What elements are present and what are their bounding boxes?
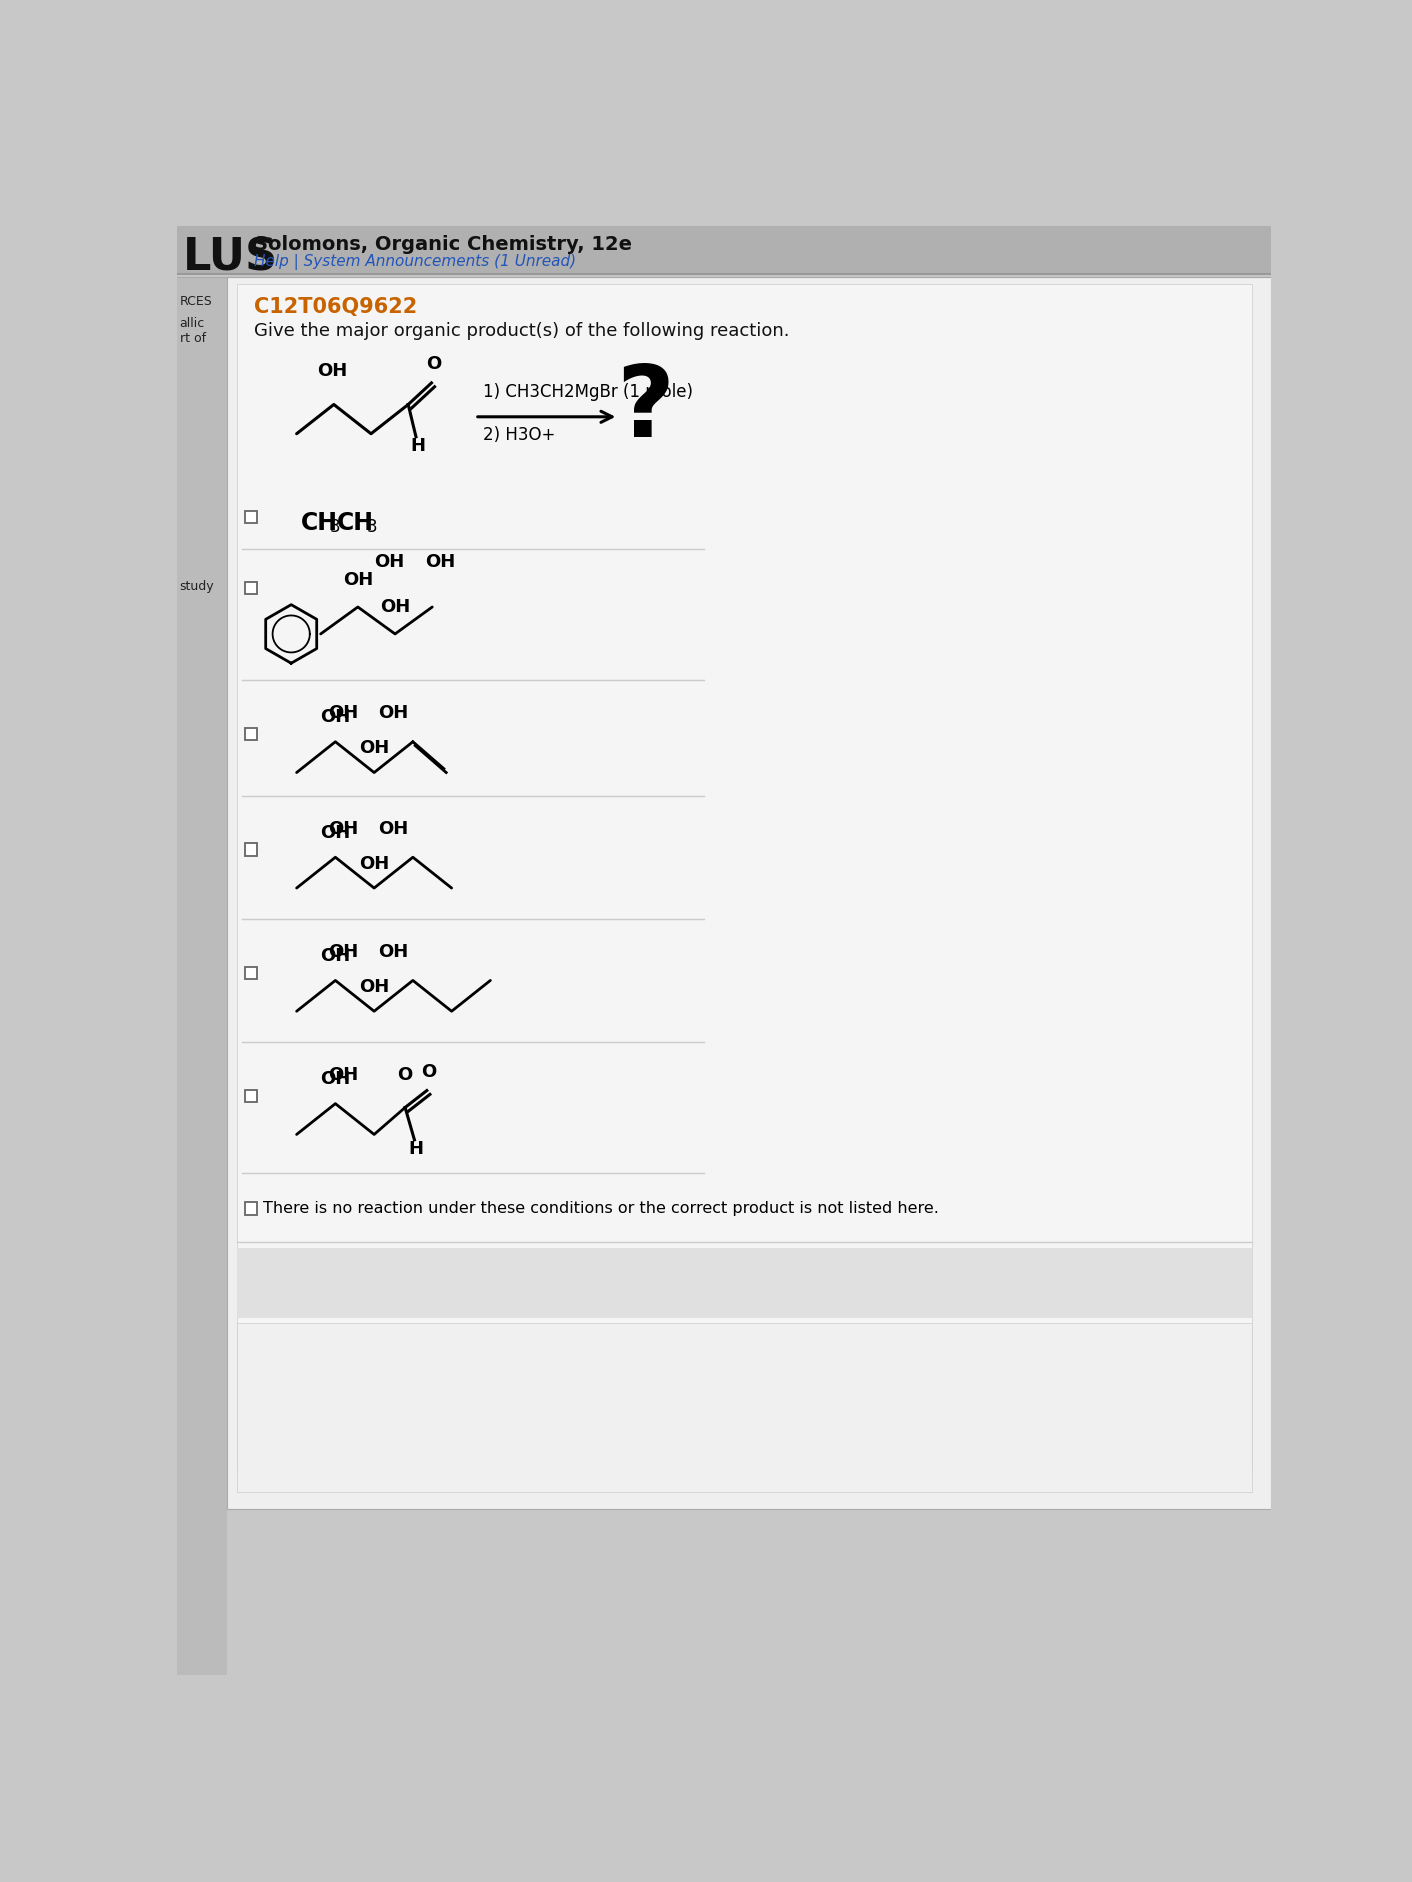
Text: CH: CH xyxy=(337,510,374,534)
Text: There is no reaction under these conditions or the correct product is not listed: There is no reaction under these conditi… xyxy=(263,1201,939,1216)
Text: OH: OH xyxy=(328,1067,359,1084)
Text: OH: OH xyxy=(318,361,347,380)
Text: O: O xyxy=(421,1063,436,1080)
Bar xyxy=(244,1203,257,1214)
Text: CH: CH xyxy=(301,510,337,534)
Text: OH: OH xyxy=(359,740,390,757)
Text: H: H xyxy=(409,437,425,455)
Text: H: H xyxy=(408,1140,424,1157)
Text: OH: OH xyxy=(321,1071,350,1088)
Text: Help | System Announcements (1 Unread): Help | System Announcements (1 Unread) xyxy=(254,254,576,269)
Text: OH: OH xyxy=(343,572,373,589)
Text: 3: 3 xyxy=(366,518,377,536)
Bar xyxy=(237,1323,1252,1492)
Text: C12T06Q9622: C12T06Q9622 xyxy=(254,297,418,316)
Bar xyxy=(176,226,1271,273)
Bar xyxy=(244,510,257,523)
Bar xyxy=(244,728,257,740)
Text: OH: OH xyxy=(359,854,390,873)
Bar xyxy=(244,1090,257,1103)
Bar xyxy=(176,277,227,1675)
Text: Solomons, Organic Chemistry, 12e: Solomons, Organic Chemistry, 12e xyxy=(254,235,633,254)
Text: 1) CH3CH2MgBr (1 mole): 1) CH3CH2MgBr (1 mole) xyxy=(483,384,693,401)
Text: RCES: RCES xyxy=(179,295,212,309)
Text: rt of: rt of xyxy=(179,331,206,344)
Text: OH: OH xyxy=(378,704,408,723)
Text: OH: OH xyxy=(321,824,350,841)
Text: OH: OH xyxy=(328,704,359,723)
Text: O: O xyxy=(398,1067,412,1084)
Text: allic: allic xyxy=(179,316,205,329)
Text: OH: OH xyxy=(378,943,408,962)
Text: OH: OH xyxy=(321,708,350,726)
Text: study: study xyxy=(179,580,215,593)
Text: OH: OH xyxy=(321,947,350,965)
Text: O: O xyxy=(426,356,442,373)
Text: LUS: LUS xyxy=(182,237,278,280)
Text: OH: OH xyxy=(425,553,455,570)
Bar xyxy=(244,843,257,856)
Text: 3: 3 xyxy=(330,518,340,536)
Text: OH: OH xyxy=(328,943,359,962)
Text: OH: OH xyxy=(380,598,409,617)
Bar xyxy=(237,284,1252,1470)
Bar xyxy=(227,277,1271,1509)
Bar xyxy=(244,967,257,979)
Text: OH: OH xyxy=(359,979,390,996)
Text: ?: ? xyxy=(617,361,675,457)
Text: 2) H3O+: 2) H3O+ xyxy=(483,425,555,444)
Bar xyxy=(244,582,257,595)
Bar xyxy=(237,1248,1252,1317)
Text: OH: OH xyxy=(378,821,408,837)
Text: Give the major organic product(s) of the following reaction.: Give the major organic product(s) of the… xyxy=(254,322,789,341)
Text: OH: OH xyxy=(328,821,359,837)
Text: OH: OH xyxy=(374,553,405,570)
